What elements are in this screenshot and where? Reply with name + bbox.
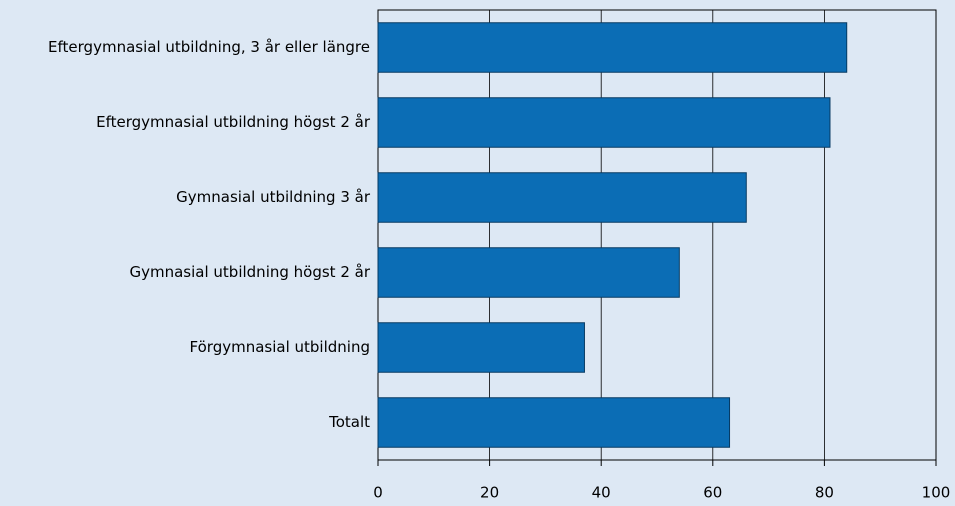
x-tick-label: 20 [480,484,499,502]
y-tick-label: Förgymnasial utbildning [190,338,370,356]
y-tick-label: Eftergymnasial utbildning högst 2 år [96,113,371,131]
bar [377,97,831,148]
x-tick-label: 60 [703,484,722,502]
bar [377,322,585,373]
y-tick-label: Gymnasial utbildning högst 2 år [130,263,371,281]
y-tick-label: Totalt [328,413,370,431]
bar [377,397,731,448]
x-tick-label: 100 [922,484,951,502]
y-tick-label: Eftergymnasial utbildning, 3 år eller lä… [48,38,370,56]
y-tick-label: Gymnasial utbildning 3 år [176,188,371,206]
bar [377,172,747,223]
x-tick-label: 40 [592,484,611,502]
x-tick-label: 80 [815,484,834,502]
bar [377,22,848,73]
bar [377,247,680,298]
x-tick-label: 0 [373,484,383,502]
